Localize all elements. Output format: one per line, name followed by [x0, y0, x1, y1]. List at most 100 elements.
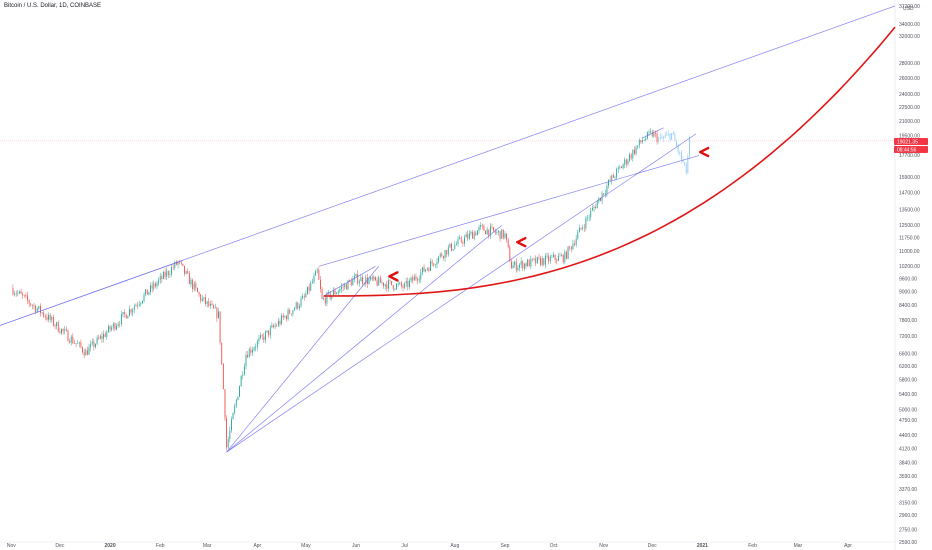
candle-body	[585, 217, 587, 229]
candle-body	[669, 133, 671, 140]
candle-body	[548, 255, 550, 262]
trendline[interactable]	[226, 133, 697, 453]
candle-body	[546, 255, 548, 257]
candle-body	[35, 305, 37, 312]
candle-body	[434, 264, 436, 266]
candle-body	[596, 201, 598, 209]
candle-body	[336, 292, 338, 295]
candle-body	[494, 230, 496, 233]
candle-body	[255, 347, 257, 348]
candle-body	[355, 273, 357, 277]
candle-body	[402, 285, 404, 288]
x-tick-label: Dec	[55, 543, 64, 549]
candle-body	[680, 151, 682, 160]
y-tick-label: 4400.00	[899, 433, 917, 439]
candle-body	[540, 257, 542, 265]
trendline[interactable]	[323, 265, 376, 297]
candle-body	[609, 179, 611, 181]
candle-body	[412, 277, 414, 281]
candle-body	[480, 225, 482, 227]
trendline[interactable]	[318, 155, 700, 267]
candle-body	[237, 396, 239, 401]
candle-body	[570, 246, 572, 250]
candle-body	[284, 316, 286, 318]
candle-body	[91, 341, 93, 344]
candle-body	[33, 305, 35, 307]
candle-body	[185, 271, 187, 274]
candle-body	[156, 283, 158, 287]
candle-body	[111, 327, 113, 330]
candle-body	[294, 308, 296, 311]
candle-body	[88, 347, 90, 355]
candle-body	[684, 162, 686, 164]
candle-body	[158, 279, 160, 284]
candle-body	[271, 325, 273, 328]
candle-body	[676, 141, 677, 146]
candle-body	[580, 227, 582, 229]
candle-body	[193, 283, 195, 290]
candle-body	[51, 317, 53, 320]
y-tick-label: 5800.00	[899, 378, 917, 384]
candle-body	[206, 301, 208, 304]
candle-body	[379, 277, 381, 283]
candle-body	[30, 303, 32, 306]
candle-body	[245, 354, 247, 367]
trendline[interactable]	[642, 127, 664, 139]
candle-body	[332, 290, 334, 295]
candle-body	[447, 247, 449, 255]
x-tick-label: Mar	[203, 543, 212, 549]
candle-body	[232, 413, 234, 420]
candle-body	[624, 159, 626, 165]
candle-body	[384, 284, 386, 287]
candle-body	[536, 257, 538, 264]
y-tick-label: 37200.00	[899, 4, 920, 10]
candle-body	[473, 232, 475, 239]
candle-body	[261, 335, 263, 337]
candle-body	[146, 289, 148, 295]
trendline[interactable]	[226, 225, 502, 453]
candle-body	[496, 232, 498, 233]
candle-body	[554, 254, 556, 260]
candle-body	[310, 283, 312, 291]
candle-body	[298, 305, 300, 309]
candle-body	[300, 298, 302, 306]
candle-body	[328, 292, 329, 293]
candle-body	[64, 329, 66, 331]
candle-body	[630, 154, 632, 159]
candle-body	[413, 276, 415, 281]
y-tick-label: 3840.00	[899, 461, 917, 467]
candle-body	[368, 279, 370, 284]
candle-body	[253, 347, 255, 351]
candle-body	[488, 229, 490, 236]
y-tick-label: 34000.00	[899, 22, 920, 28]
candle-body	[198, 292, 200, 295]
y-tick-label: 17700.00	[899, 153, 920, 159]
countdown-box	[894, 146, 928, 153]
candle-body	[316, 269, 318, 272]
candle-body	[133, 306, 135, 310]
candle-body	[41, 312, 43, 314]
candle-body	[567, 246, 569, 259]
candle-body	[125, 314, 127, 319]
candle-body	[180, 261, 182, 264]
trendline[interactable]	[226, 266, 379, 453]
candle-body	[103, 333, 105, 339]
chart-title: Bitcoin / U.S. Dollar, 1D, COINBASE	[4, 3, 102, 9]
candle-body	[80, 342, 82, 348]
candle-body	[528, 259, 530, 267]
candle-body	[485, 230, 486, 235]
candle-body	[593, 206, 595, 208]
candle-body	[491, 226, 493, 228]
parabolic-curve[interactable]	[323, 26, 896, 297]
candle-body	[677, 145, 679, 153]
candle-body	[341, 286, 342, 289]
candle-body	[420, 272, 422, 280]
y-tick-label: 15900.00	[899, 175, 920, 181]
trendline[interactable]	[0, 260, 184, 326]
candle-body	[446, 250, 448, 255]
candle-body	[36, 308, 38, 312]
candle-body	[98, 337, 100, 339]
candle-body	[313, 275, 315, 282]
